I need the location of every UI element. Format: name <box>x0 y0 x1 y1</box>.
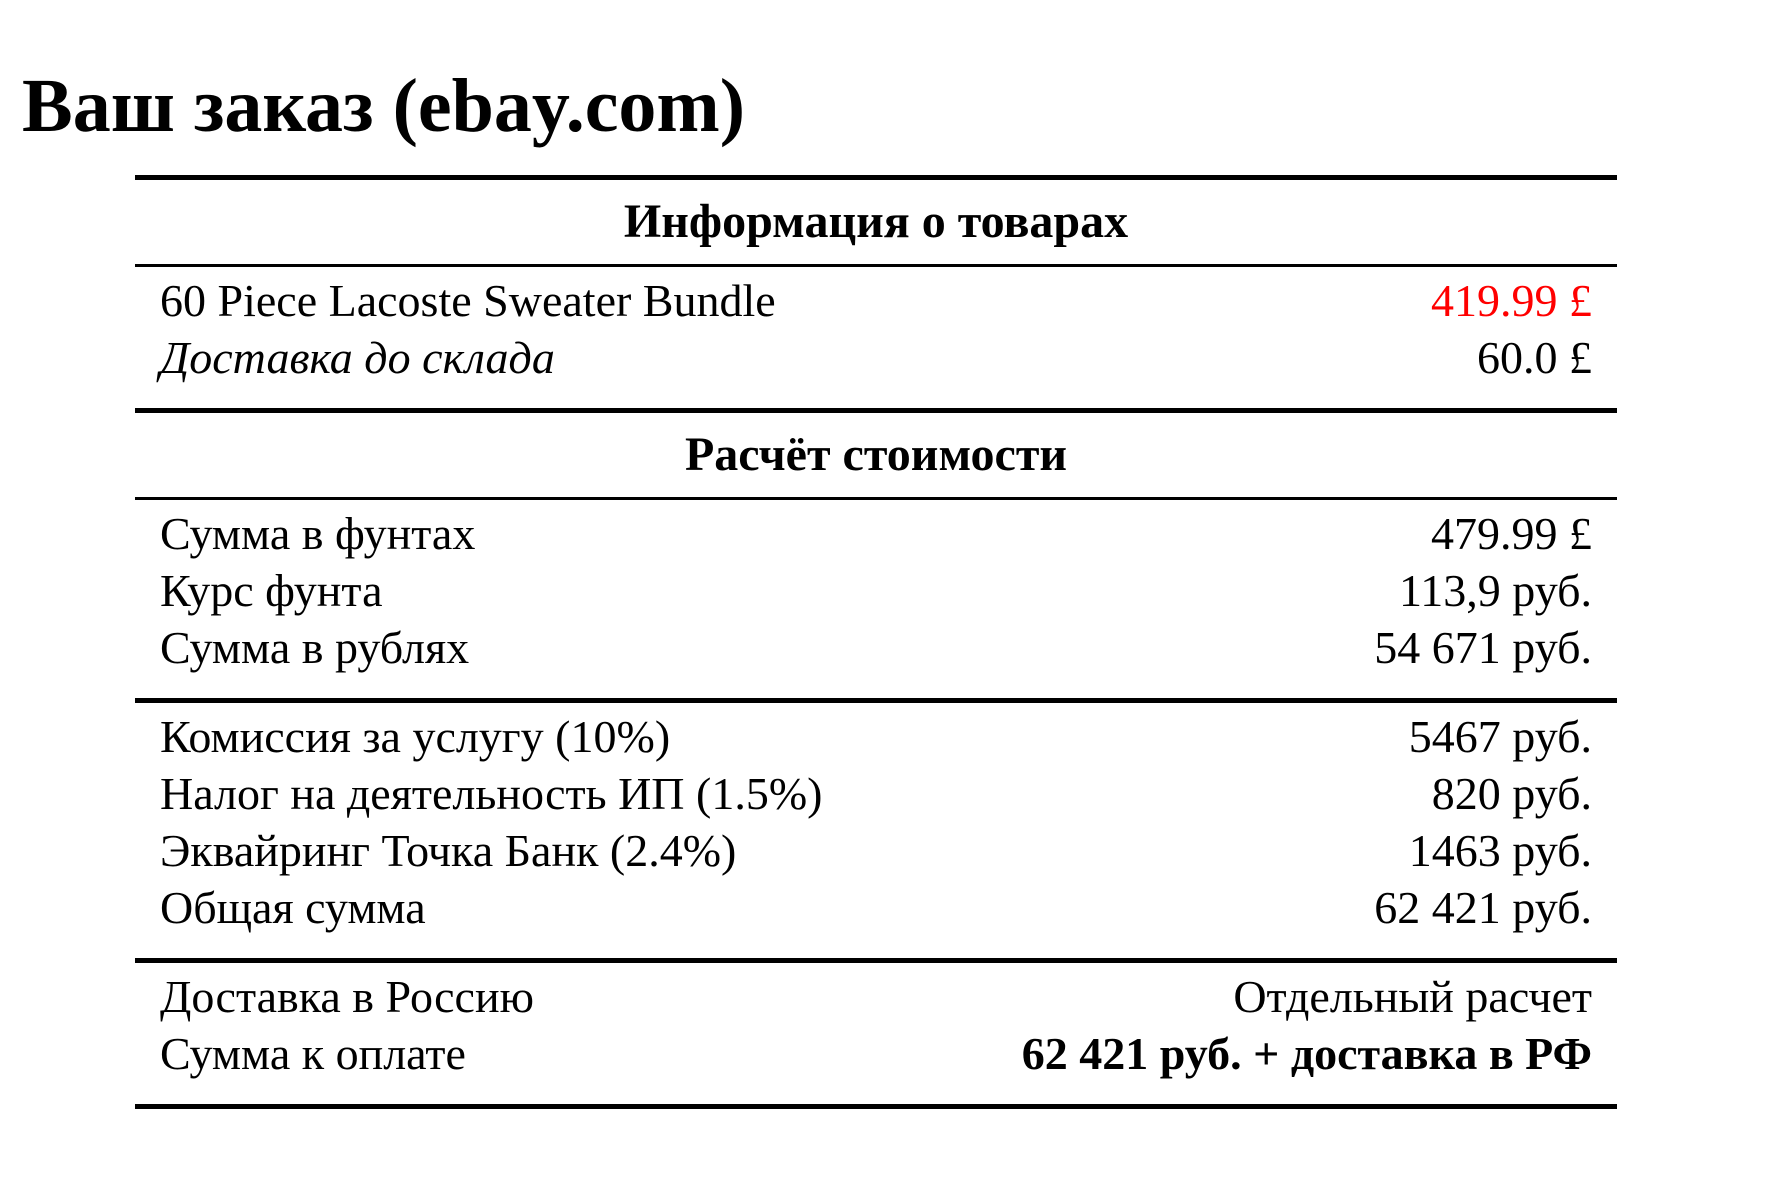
table-row-product: 60 Piece Lacoste Sweater Bundle 419.99 £ <box>160 272 1592 329</box>
section-products-rows: 60 Piece Lacoste Sweater Bundle 419.99 £… <box>135 267 1617 408</box>
row-value: 54 671 руб. <box>1374 622 1592 673</box>
row-label: 60 Piece Lacoste Sweater Bundle <box>160 275 776 326</box>
section-header-cost-calculation: Расчёт стоимости <box>135 413 1617 500</box>
section-header-products: Информация о товарах <box>135 180 1617 267</box>
row-label: Комиссия за услугу (10%) <box>160 711 671 762</box>
row-value: 5467 руб. <box>1408 711 1592 762</box>
table-row-sum-pounds: Сумма в фунтах 479.99 £ <box>160 505 1592 562</box>
section-fees-rows: Комиссия за услугу (10%) 5467 руб. Налог… <box>135 703 1617 958</box>
row-value: 62 421 руб. <box>1374 882 1592 933</box>
row-label: Курс фунта <box>160 565 383 616</box>
row-value: 479.99 £ <box>1431 508 1592 559</box>
row-label: Сумма в рублях <box>160 622 470 673</box>
row-value: Отдельный расчет <box>1233 971 1592 1022</box>
row-label: Налог на деятельность ИП (1.5%) <box>160 768 823 819</box>
section-products: Информация о товарах 60 Piece Lacoste Sw… <box>135 180 1617 408</box>
table-row-service-fee: Комиссия за услугу (10%) 5467 руб. <box>160 708 1592 765</box>
section-cost-calculation: Расчёт стоимости Сумма в фунтах 479.99 £… <box>135 408 1617 698</box>
section-payment-rows: Доставка в Россию Отдельный расчет Сумма… <box>135 963 1617 1104</box>
section-fees: Комиссия за услугу (10%) 5467 руб. Налог… <box>135 698 1617 958</box>
row-value: 419.99 £ <box>1431 275 1592 326</box>
order-summary-table: Информация о товарах 60 Piece Lacoste Sw… <box>135 175 1617 1109</box>
row-label: Сумма к оплате <box>160 1028 466 1079</box>
row-value: 820 руб. <box>1431 768 1592 819</box>
page-title: Ваш заказ (ebay.com) <box>22 63 746 148</box>
section-cost-rows: Сумма в фунтах 479.99 £ Курс фунта 113,9… <box>135 500 1617 698</box>
table-row-amount-due: Сумма к оплате 62 421 руб. + доставка в … <box>160 1025 1592 1082</box>
table-row-total-sum: Общая сумма 62 421 руб. <box>160 879 1592 936</box>
row-label: Доставка до склада <box>160 332 555 383</box>
section-payment: Доставка в Россию Отдельный расчет Сумма… <box>135 958 1617 1104</box>
row-label: Эквайринг Точка Банк (2.4%) <box>160 825 737 876</box>
table-row-tax: Налог на деятельность ИП (1.5%) 820 руб. <box>160 765 1592 822</box>
table-row-pound-rate: Курс фунта 113,9 руб. <box>160 562 1592 619</box>
row-value: 113,9 руб. <box>1399 565 1592 616</box>
row-label: Общая сумма <box>160 882 426 933</box>
table-row-russia-delivery: Доставка в Россию Отдельный расчет <box>160 968 1592 1025</box>
table-row-acquiring: Эквайринг Точка Банк (2.4%) 1463 руб. <box>160 822 1592 879</box>
row-value: 1463 руб. <box>1408 825 1592 876</box>
table-row-sum-rubles: Сумма в рублях 54 671 руб. <box>160 619 1592 676</box>
row-label: Доставка в Россию <box>160 971 534 1022</box>
row-value: 62 421 руб. + доставка в РФ <box>1021 1028 1592 1079</box>
row-value: 60.0 £ <box>1477 332 1592 383</box>
row-label: Сумма в фунтах <box>160 508 476 559</box>
table-row-warehouse-delivery: Доставка до склада 60.0 £ <box>160 329 1592 386</box>
